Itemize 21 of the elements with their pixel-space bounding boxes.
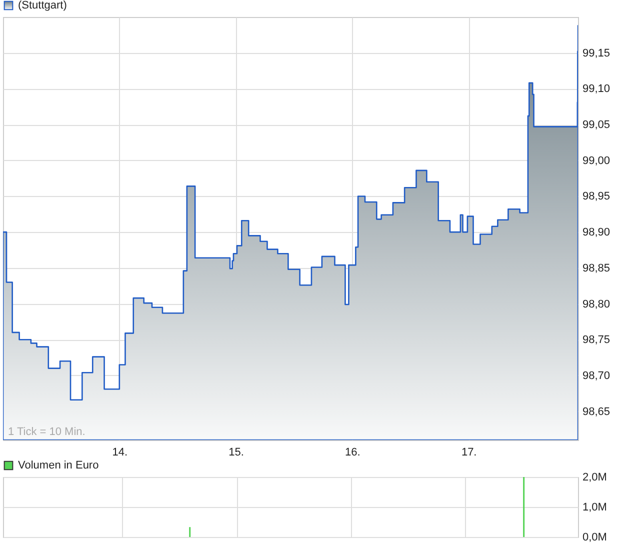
y-tick-label: 98,75 [582,334,610,346]
x-tick-label: 17. [461,446,477,458]
y-tick-label: 98,70 [582,370,610,382]
legend-label: (Stuttgart) [18,0,67,12]
x-tick-label: 16. [345,446,360,458]
legend-label: Volumen in Euro [18,460,99,472]
y-tick-label: 99,15 [582,47,610,60]
y-tick-label: 98,65 [582,406,610,418]
x-tick-label: 15. [228,446,244,458]
y-tick-label: 1,0M [582,502,607,514]
y-tick-label: 2,0M [582,472,607,484]
y-tick-label: 0,0M [582,532,607,544]
annotation: 1 Tick = 10 Min. [8,426,86,438]
y-tick-label: 98,80 [582,298,610,310]
y-tick-label: 98,95 [582,190,610,203]
y-tick-label: 98,90 [582,226,610,239]
y-tick-label: 98,85 [582,262,610,274]
y-tick-label: 99,05 [582,119,610,132]
y-tick-label: 99,10 [582,83,610,96]
x-tick-label: 14. [112,446,128,458]
y-tick-label: 99,00 [582,154,610,167]
